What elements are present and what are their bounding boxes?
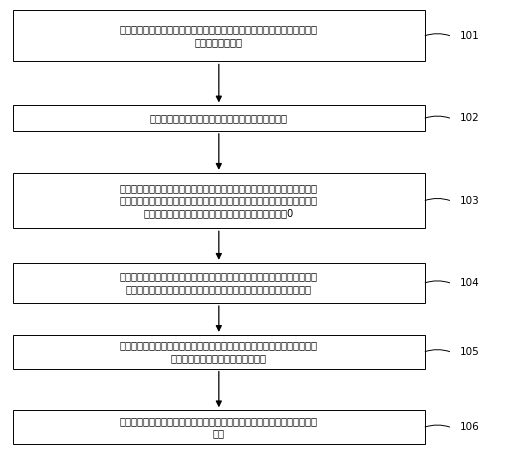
Text: 根据包含待处理文本中实体的实体对对应的第一相似度和实体对应的第二相
似度获取实体与知识图谱的关联得分: 根据包含待处理文本中实体的实体对对应的第一相似度和实体对应的第二相 似度获取实体…	[120, 340, 318, 363]
FancyBboxPatch shape	[13, 106, 425, 131]
FancyBboxPatch shape	[13, 410, 425, 444]
FancyBboxPatch shape	[13, 263, 425, 303]
Text: 106: 106	[460, 422, 480, 432]
FancyBboxPatch shape	[13, 173, 425, 228]
Text: 103: 103	[460, 196, 480, 205]
Text: 获取待处理文本的特征向量；其中，待处理文本中包含若干个待关联至知识
图谱中节点的实体: 获取待处理文本的特征向量；其中，待处理文本中包含若干个待关联至知识 图谱中节点的…	[120, 24, 318, 47]
Text: 104: 104	[460, 278, 480, 288]
Text: 101: 101	[460, 31, 480, 41]
Text: 当关联得分超过预设阈值，将实体关联到第二相似度对应的知识图谱中的节
点上: 当关联得分超过预设阈值，将实体关联到第二相似度对应的知识图谱中的节 点上	[120, 416, 318, 439]
Text: 102: 102	[460, 113, 480, 123]
FancyBboxPatch shape	[13, 10, 425, 61]
FancyBboxPatch shape	[13, 335, 425, 369]
Text: 根据待处理文本中实体之间的关系构造若干个实体对: 根据待处理文本中实体之间的关系构造若干个实体对	[150, 113, 288, 123]
Text: 针对每一个实体对在知识图谱中获取非泛化关系路径的特征向量与待处理文
本的特征向量的最大相似度，作为实体对与待处理文本的第一相似度；其中
，当实体对之间不存在非泛: 针对每一个实体对在知识图谱中获取非泛化关系路径的特征向量与待处理文 本的特征向量…	[120, 183, 318, 218]
Text: 针对待处理文本中每一个实体在知识图谱中获取关系路径的特征向量与待处
理文本的特征向量的最大相似度，作为实体与待处理文本的第二相似度: 针对待处理文本中每一个实体在知识图谱中获取关系路径的特征向量与待处 理文本的特征…	[120, 272, 318, 295]
Text: 105: 105	[460, 347, 480, 357]
